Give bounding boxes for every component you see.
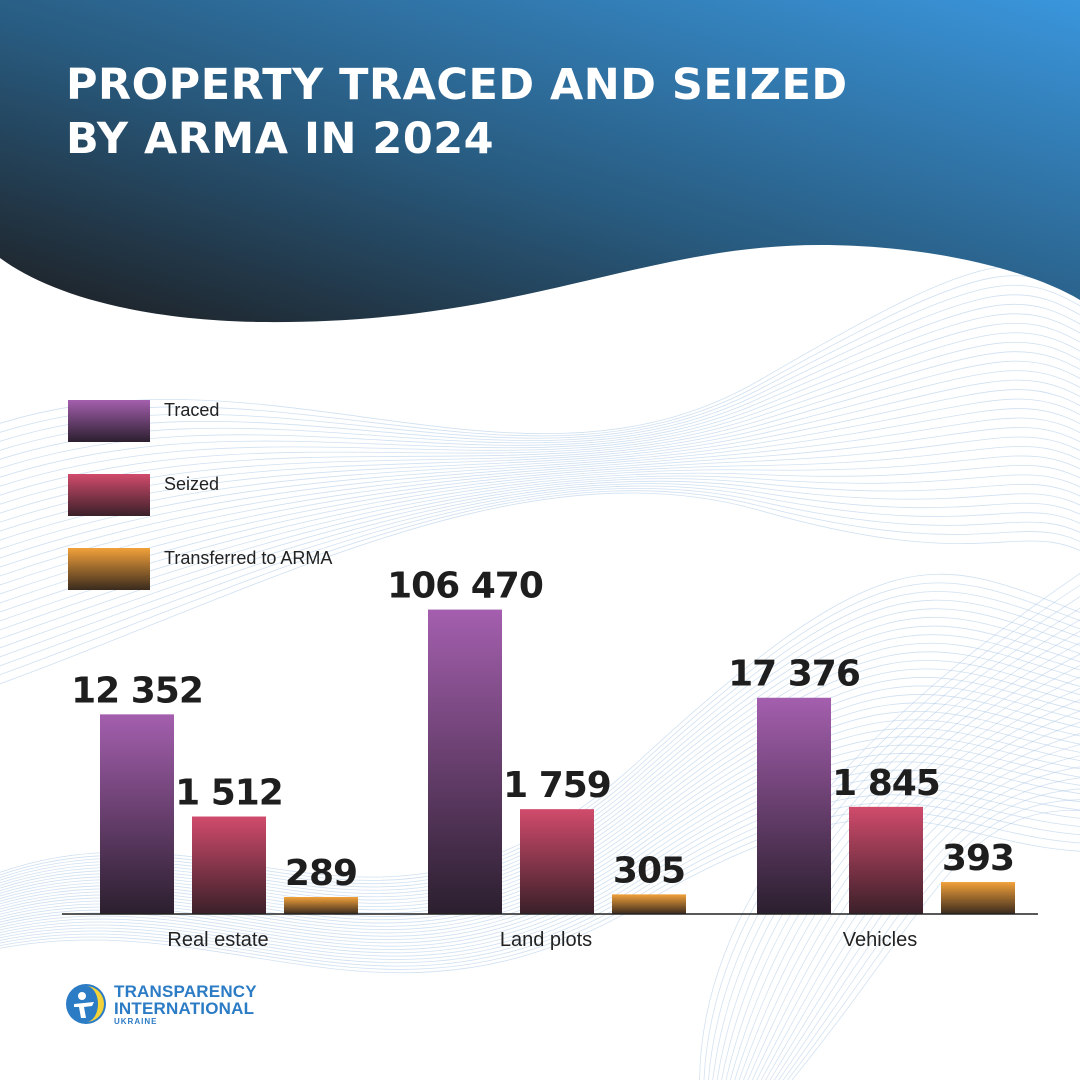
- wave-line: [0, 275, 1080, 437]
- legend-swatch-transferred: [68, 548, 150, 590]
- wave-line: [0, 744, 1080, 944]
- wave-line: [0, 341, 1080, 496]
- data-label: 1 845: [832, 763, 940, 804]
- bar-seized-land-plots: [520, 809, 594, 914]
- wave-line: [0, 487, 1080, 667]
- wave-line: [0, 818, 1080, 974]
- wave-line: [0, 711, 1080, 931]
- bar-traced-vehicles: [757, 697, 831, 914]
- bar-traced-real-estate: [100, 714, 174, 914]
- wave-line: [0, 332, 1080, 487]
- data-label: 1 759: [503, 765, 611, 806]
- data-label: 289: [285, 853, 357, 894]
- wave-line: [0, 284, 1080, 442]
- legend-swatch-seized: [68, 474, 150, 516]
- category-label: Real estate: [167, 929, 268, 951]
- wave-line: [0, 794, 1080, 964]
- data-label: 393: [942, 838, 1014, 879]
- legend-swatch-traced: [68, 400, 150, 442]
- wave-line: [0, 417, 1080, 568]
- wave-line: [0, 480, 1080, 640]
- wave-line: [0, 446, 1080, 595]
- wave-line: [0, 676, 1080, 917]
- category-label: Vehicles: [843, 929, 918, 951]
- logo-mark-icon: [66, 984, 106, 1024]
- wave-line: [0, 474, 1080, 622]
- wave-line: [0, 389, 1080, 541]
- data-label: 106 470: [387, 566, 543, 607]
- wave-line: [0, 427, 1080, 577]
- title-line-2: BY ARMA IN 2024: [66, 114, 495, 164]
- logo-line-3: UKRAINE: [114, 1016, 158, 1026]
- bar-transferred-to-arma-real-estate: [284, 897, 358, 914]
- wave-line: [0, 777, 1080, 957]
- wave-line: [721, 630, 1080, 1080]
- wave-line: [0, 360, 1080, 514]
- legend-item-traced: Traced: [68, 400, 219, 442]
- bar-traced-land-plots: [428, 609, 502, 914]
- wave-line: [0, 379, 1080, 532]
- wave-line: [0, 786, 1080, 960]
- wave-line: [787, 799, 1080, 1080]
- bar-transferred-to-arma-land-plots: [612, 894, 686, 914]
- wave-line: [0, 294, 1080, 451]
- data-label: 1 512: [175, 773, 283, 814]
- wave-line: [0, 313, 1080, 469]
- wave-line: [0, 693, 1080, 924]
- wave-line: [0, 685, 1080, 921]
- wave-line: [791, 810, 1080, 1080]
- wave-line: [725, 642, 1080, 1080]
- wave-line: [0, 582, 1080, 881]
- wave-line: [0, 351, 1080, 505]
- wave-line: [716, 619, 1080, 1080]
- wave-line: [0, 719, 1080, 934]
- legend-label-traced: Traced: [164, 400, 220, 420]
- wave-line: [0, 465, 1080, 613]
- wave-line: [0, 478, 1080, 631]
- wave-line: [0, 599, 1080, 888]
- bar-seized-vehicles: [849, 806, 923, 914]
- wave-line: [0, 455, 1080, 604]
- wave-line: [0, 573, 1080, 878]
- wave-line: [0, 322, 1080, 478]
- wave-line: [0, 303, 1080, 460]
- wave-line: [782, 788, 1080, 1080]
- wave-line: [0, 702, 1080, 927]
- bar-seized-real-estate: [192, 816, 266, 914]
- logo-text: TRANSPARENCY INTERNATIONAL UKRAINE: [114, 983, 257, 1026]
- wave-line: [0, 591, 1080, 885]
- title-line-1: PROPERTY TRACED AND SEIZED: [66, 60, 848, 110]
- wave-line: [0, 370, 1080, 523]
- header-banner: [0, 0, 1080, 323]
- page-title: PROPERTY TRACED AND SEIZED BY ARMA IN 20…: [66, 58, 848, 166]
- wave-line: [0, 490, 1080, 676]
- ti-ukraine-logo: TRANSPARENCY INTERNATIONAL UKRAINE: [64, 982, 257, 1026]
- wave-line: [778, 777, 1080, 1080]
- legend-item-transferred: Transferred to ARMA: [68, 548, 332, 590]
- category-label: Land plots: [500, 929, 592, 951]
- wave-line: [0, 483, 1080, 649]
- legend-label-seized: Seized: [164, 474, 220, 494]
- wave-line: [0, 727, 1080, 937]
- data-label: 305: [613, 850, 685, 891]
- category-labels: Real estate Land plots Vehicles: [167, 929, 917, 951]
- wave-line: [0, 485, 1080, 658]
- wave-line: [0, 769, 1080, 954]
- wave-line: [0, 608, 1080, 891]
- logo-line-1: TRANSPARENCY: [114, 981, 257, 1001]
- data-label: 12 352: [71, 670, 203, 711]
- legend-label-transferred: Transferred to ARMA: [164, 548, 333, 568]
- legend-item-seized: Seized: [68, 474, 219, 516]
- bar-transferred-to-arma-vehicles: [941, 882, 1015, 914]
- logo-line-2: INTERNATIONAL: [114, 998, 255, 1018]
- wave-line: [0, 492, 1080, 685]
- wave-line: [0, 436, 1080, 586]
- wave-line: [0, 398, 1080, 550]
- wave-line: [0, 408, 1080, 559]
- data-label: 17 376: [728, 654, 860, 695]
